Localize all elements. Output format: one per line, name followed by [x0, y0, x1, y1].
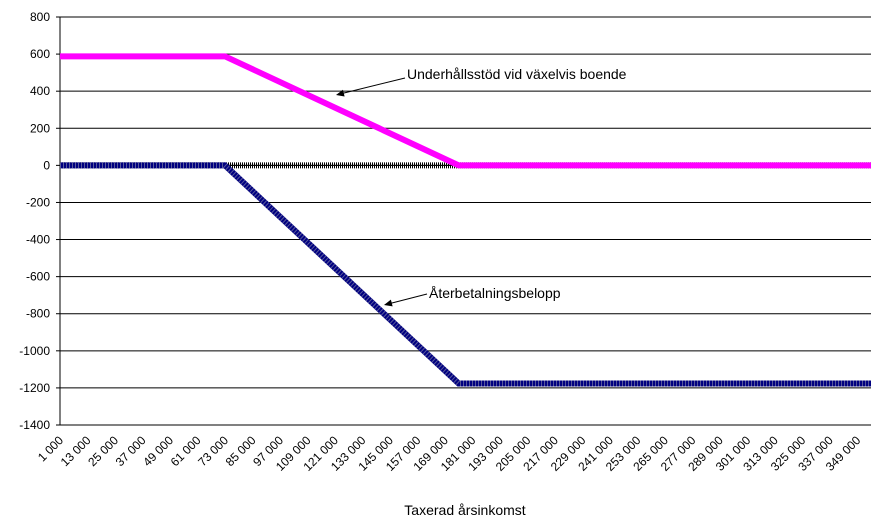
x-axis-title: Taxerad årsinkomst [404, 502, 525, 518]
annotation-label: Återbetalningsbelopp [429, 285, 561, 301]
y-tick-label: -800 [26, 307, 50, 321]
annotation-arrow-line [389, 293, 428, 304]
annotation-label: Underhållsstöd vid växelvis boende [407, 66, 627, 82]
y-tick-label: -1200 [19, 381, 50, 395]
y-tick-label: 800 [30, 10, 50, 24]
y-tick-label: -400 [26, 233, 50, 247]
series-line-0 [60, 53, 871, 169]
annotations: Underhållsstöd vid växelvis boende Återbe… [336, 66, 627, 307]
series-lines [60, 53, 871, 387]
y-tick-label: -1000 [19, 344, 50, 358]
annotation-arrowhead [336, 89, 345, 97]
y-tick-label: -600 [26, 270, 50, 284]
y-tick-label: 0 [43, 158, 50, 172]
y-tick-label: -200 [26, 195, 50, 209]
series-line-1-markers [60, 162, 871, 387]
y-tick-label: -1400 [19, 418, 50, 432]
annotation-arrow-line [341, 77, 406, 94]
y-tick-label: 600 [30, 47, 50, 61]
y-tick-label: 200 [30, 121, 50, 135]
y-tick-label: 400 [30, 84, 50, 98]
annotation-arrowhead [384, 299, 393, 307]
